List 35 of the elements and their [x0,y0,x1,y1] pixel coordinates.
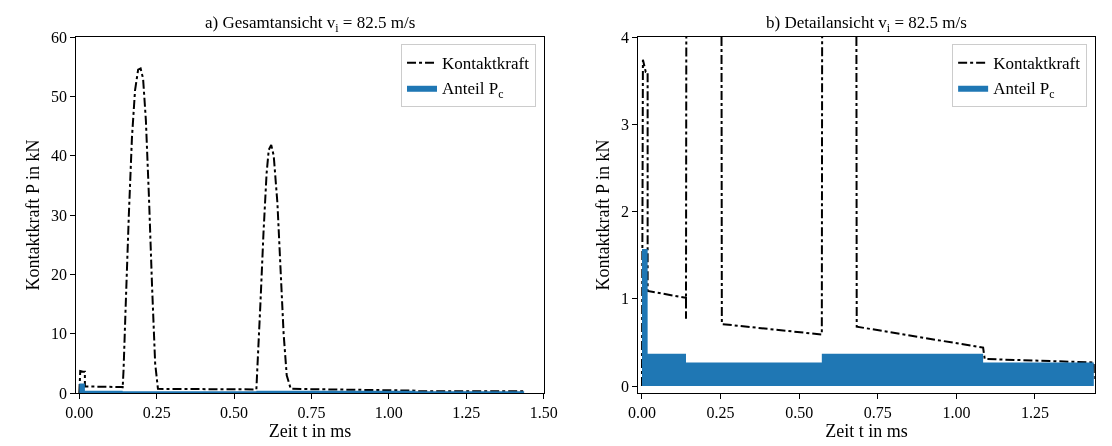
y-tick-label: 1 [621,290,629,308]
x-tick-label: 0.50 [785,404,814,422]
y-tick-label: 0 [621,377,629,395]
y-tick-label: 60 [51,28,68,46]
x-tick-label: 0.25 [142,404,171,422]
x-tick-label: 1.00 [374,404,403,422]
x-tick-label: 1.25 [452,404,481,422]
x-axis-title: Zeit t in ms [825,421,908,442]
x-tick-label: 1.00 [942,404,971,422]
x-axis-title: Zeit t in ms [268,421,352,442]
y-tick-label: 4 [621,28,629,46]
legend-label: Kontaktkraft [993,54,1081,74]
legend-label: Kontaktkraft [442,54,530,74]
x-tick-label: 0.00 [65,404,94,422]
chart-title: b) Detailansicht v$_{i}$ = 82.5 m/s [766,13,967,35]
y-tick-label: 10 [51,325,68,343]
y-tick-label: 3 [621,115,629,133]
x-tick-label: 1.50 [529,404,558,422]
x-tick-label: 0.75 [297,404,326,422]
y-tick-label: 40 [51,147,68,165]
x-tick-label: 1.25 [1021,404,1049,422]
y-axis-title: Kontaktkraft P in kN [23,139,44,291]
y-tick-label: 30 [51,206,68,224]
legend-label: Anteil P$_{c}$ [993,79,1055,101]
x-tick-label: 0.75 [863,404,892,422]
x-tick-label: 0.50 [220,404,249,422]
y-tick-label: 0 [59,384,68,402]
x-tick-label: 0.00 [627,404,656,422]
y-tick-label: 50 [51,87,68,105]
x-tick-label: 0.25 [706,404,735,422]
chart-title: a) Gesamtansicht v$_{i}$ = 82.5 m/s [205,13,416,35]
legend-label: Anteil P$_{c}$ [442,79,504,101]
y-axis-title: Kontaktkraft P in kN [593,139,614,291]
y-tick-label: 2 [621,203,629,221]
y-tick-label: 20 [51,265,68,283]
